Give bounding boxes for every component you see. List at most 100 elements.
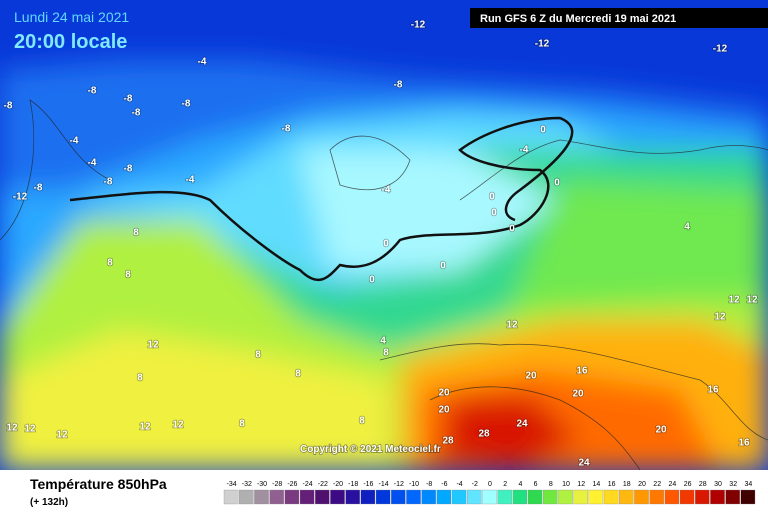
contour-label: 20 <box>655 425 667 436</box>
contour-label: -4 <box>186 175 195 186</box>
contour-label: -4 <box>382 185 391 196</box>
contour-label: 16 <box>738 438 750 449</box>
scale-swatch <box>588 489 604 505</box>
scale-label: -16 <box>363 481 373 488</box>
scale-label: -22 <box>318 481 328 488</box>
scale-label: 4 <box>518 481 522 488</box>
contour-label: 28 <box>478 429 490 440</box>
contour-label: 24 <box>578 458 590 469</box>
scale-swatch <box>406 489 421 505</box>
contour-label: 12 <box>56 430 68 441</box>
scale-swatch <box>436 489 452 505</box>
contour-label: 0 <box>554 178 560 189</box>
contour-label: -8 <box>124 164 133 175</box>
scale-label: 20 <box>638 481 646 488</box>
scale-swatch <box>740 489 756 505</box>
scale-swatch <box>421 489 436 505</box>
forecast-time: 20:00 locale <box>14 31 127 53</box>
scale-label: -34 <box>227 481 237 488</box>
scale-label: 22 <box>653 481 661 488</box>
contour-label: 8 <box>239 419 245 430</box>
scale-label: -8 <box>426 481 432 488</box>
scale-swatch <box>710 489 725 505</box>
scale-label: 18 <box>623 481 631 488</box>
contour-label: 0 <box>383 239 389 250</box>
contour-label: -8 <box>394 80 403 91</box>
scale-label: 2 <box>503 481 507 488</box>
contour-label: 12 <box>746 295 758 306</box>
scale-swatch <box>603 489 619 505</box>
contour-label: -8 <box>4 101 13 112</box>
scale-label: 8 <box>549 481 553 488</box>
scale-label: 0 <box>488 481 492 488</box>
copyright: Copyright © 2021 Meteociel.fr <box>300 444 441 455</box>
contour-label: 28 <box>442 436 454 447</box>
contour-label: 8 <box>133 228 139 239</box>
contour-label: -4 <box>70 136 79 147</box>
scale-label: -4 <box>456 481 462 488</box>
contour-label: -8 <box>88 86 97 97</box>
contour-label: -4 <box>198 57 207 68</box>
contour-label: 4 <box>380 336 386 347</box>
scale-label: -18 <box>348 481 358 488</box>
contour-label: 0 <box>509 224 515 235</box>
contour-label: 12 <box>506 320 518 331</box>
contour-label: -8 <box>282 124 291 135</box>
scale-label: 12 <box>577 481 585 488</box>
contour-label: 8 <box>137 373 143 384</box>
scale-label: -32 <box>242 481 252 488</box>
contour-label: 8 <box>255 350 261 361</box>
contour-label: 24 <box>516 419 528 430</box>
contour-label: -4 <box>520 145 529 156</box>
color-scale: -34 -32 -30 -28 -26 -24 -22 -20 -18 -16 -14 -12 -10-… <box>223 481 756 505</box>
scale-swatch <box>695 489 710 505</box>
scale-swatch <box>451 489 467 505</box>
scale-label: 28 <box>699 481 707 488</box>
scale-swatch <box>345 489 360 505</box>
coastlines <box>0 99 768 470</box>
contour-label: 0 <box>369 275 375 286</box>
scale-label: -14 <box>379 481 389 488</box>
contour-label: 0 <box>489 192 495 203</box>
scale-label: -2 <box>472 481 478 488</box>
contour-label: 12 <box>139 422 151 433</box>
scale-swatch <box>269 489 284 505</box>
contour-label: -12 <box>535 39 550 50</box>
scale-swatch <box>497 489 512 505</box>
scale-swatch <box>254 489 269 505</box>
scale-label: -20 <box>333 481 343 488</box>
scale-label: 34 <box>745 481 753 488</box>
scale-swatch <box>375 489 391 505</box>
contour-label: 8 <box>107 258 113 269</box>
scale-label: 16 <box>608 481 616 488</box>
contour-label: 12 <box>24 424 36 435</box>
contour-label: 20 <box>438 388 450 399</box>
scale-swatch <box>725 489 740 505</box>
scale-label: 6 <box>534 481 538 488</box>
contour-label: 8 <box>125 270 131 281</box>
caption-subtitle: (+ 132h) <box>30 497 68 508</box>
scale-swatch <box>619 489 634 505</box>
contour-label: -12 <box>13 192 28 203</box>
scale-swatch <box>467 489 482 505</box>
scale-swatch <box>573 489 588 505</box>
contour-label: -8 <box>34 183 43 194</box>
scale-label: -26 <box>287 481 297 488</box>
scale-swatch <box>223 489 239 505</box>
contour-label: -12 <box>411 20 426 31</box>
contour-label: 12 <box>172 420 184 431</box>
scale-label: -10 <box>409 481 419 488</box>
contour-label: 4 <box>684 222 690 233</box>
contour-label: -8 <box>132 108 141 119</box>
scale-label: -24 <box>303 481 313 488</box>
contour-label: 16 <box>576 366 588 377</box>
contour-label: 8 <box>359 416 365 427</box>
contour-label: -4 <box>88 158 97 169</box>
contour-label: -12 <box>713 44 728 55</box>
contour-label: 8 <box>383 348 389 359</box>
scale-label: -28 <box>272 481 282 488</box>
caption-title: Température 850hPa <box>30 476 167 492</box>
contour-label: 16 <box>707 385 719 396</box>
scale-swatch <box>527 489 543 505</box>
contour-label: 20 <box>438 405 450 416</box>
